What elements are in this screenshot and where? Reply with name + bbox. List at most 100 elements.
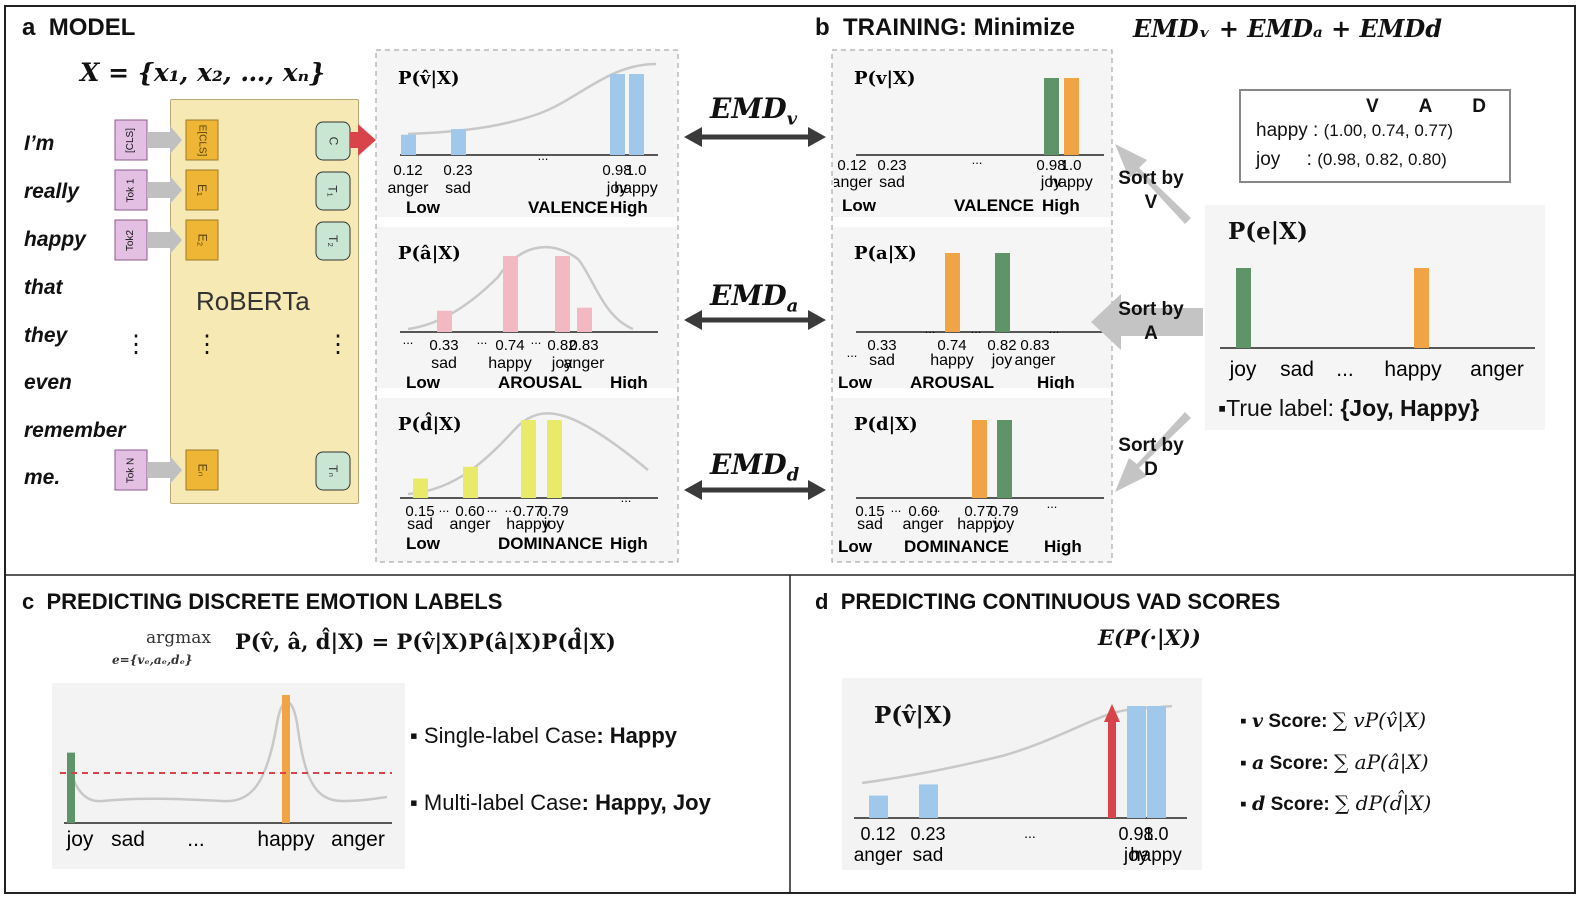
panel-b-title-rest: Minimize bbox=[973, 14, 1076, 41]
sort-arrows bbox=[1091, 144, 1203, 492]
distribution-curve bbox=[407, 412, 649, 496]
word-token: really bbox=[24, 180, 79, 203]
vad-row-values: (1.00, 0.74, 0.77) bbox=[1323, 121, 1454, 140]
bar bbox=[577, 307, 592, 332]
bar bbox=[1064, 78, 1079, 155]
argmax-sub: e={vₑ,aₑ,dₑ} bbox=[112, 653, 193, 667]
argmax-curve bbox=[68, 701, 388, 803]
output-box bbox=[315, 171, 351, 211]
output-label: Tₙ bbox=[326, 464, 340, 478]
embedding-box bbox=[185, 449, 219, 491]
token-label-wrap: [CLS] bbox=[115, 120, 147, 160]
bar bbox=[451, 129, 466, 155]
bar bbox=[919, 784, 938, 818]
embedding-box bbox=[185, 169, 219, 211]
value-label: 0.98 bbox=[1036, 157, 1065, 174]
word-token: even bbox=[24, 371, 72, 394]
embedding-label: E₂ bbox=[194, 233, 209, 247]
value-label: 1.0 bbox=[1143, 824, 1168, 844]
score-formula: ∑ aP(â|X) bbox=[1334, 750, 1429, 774]
score-item-v: ▪ v Score: ∑ vP(v̂|X) bbox=[1240, 708, 1427, 732]
ellipsis-label: ... bbox=[531, 332, 542, 347]
vad-row-label: happy : bbox=[1256, 120, 1319, 141]
panel-d-title: PREDICTING CONTINUOUS VAD SCORES bbox=[840, 589, 1281, 614]
embedding-label-wrap: E₁ bbox=[186, 170, 218, 210]
ellipsis-label: ... bbox=[972, 152, 983, 167]
bar bbox=[547, 420, 562, 498]
axis-name-label: DOMINANCE bbox=[904, 537, 1009, 556]
vad-row-values: (0.98, 0.82, 0.80) bbox=[1317, 150, 1447, 169]
panel-b-heading: b TRAINING: Minimize bbox=[815, 14, 1075, 42]
roberta-internals bbox=[114, 119, 376, 491]
emd-sub: v bbox=[786, 108, 798, 130]
expectation-label: E(P(·|X)) bbox=[1098, 625, 1201, 650]
ellipsis-label: ... bbox=[403, 332, 414, 347]
category-label: joy bbox=[606, 180, 627, 197]
ellipsis-label: ... bbox=[1047, 496, 1058, 511]
token-row-1 bbox=[114, 169, 351, 211]
score-item-d: ▪ d Score: ∑ dP(d̂|X) bbox=[1240, 791, 1432, 815]
word-token: they bbox=[24, 324, 68, 347]
category-label: anger bbox=[834, 174, 873, 191]
distribution-curve bbox=[861, 704, 1173, 785]
category-label: joy bbox=[1040, 174, 1061, 191]
value-label: 0.60 bbox=[908, 503, 937, 520]
value-label: 0.74 bbox=[495, 337, 524, 354]
category-label: anger bbox=[331, 828, 385, 851]
score-formula: ∑ vP(v̂|X) bbox=[1332, 708, 1427, 732]
axis-name-label: AROUSAL bbox=[498, 373, 582, 389]
bar bbox=[1044, 78, 1059, 155]
bar bbox=[463, 466, 478, 498]
token-row-cls bbox=[114, 119, 376, 161]
emd-text: EMD bbox=[710, 448, 787, 481]
panel-b-title: TRAINING: bbox=[843, 14, 967, 41]
output-label: T₁ bbox=[325, 185, 340, 197]
embedding-label: E[CLS] bbox=[196, 124, 208, 156]
value-label: 0.83 bbox=[1020, 337, 1049, 354]
bar bbox=[995, 253, 1010, 332]
emd-sub: d bbox=[786, 464, 800, 486]
sort-arrow-d bbox=[1115, 412, 1191, 492]
vertical-dots: ⋮ bbox=[326, 331, 350, 358]
chart-title: P(v̂|X) bbox=[398, 68, 460, 89]
true-label-value: {Joy, Happy} bbox=[1340, 395, 1480, 421]
chart-argmax: joy sad... happy anger bbox=[60, 695, 392, 851]
token-arrow bbox=[147, 456, 182, 484]
vad-row-label: joy : bbox=[1256, 149, 1312, 170]
category-label: joy bbox=[993, 516, 1014, 533]
category-label: happy bbox=[957, 516, 1001, 533]
axis-name-label: AROUSAL bbox=[910, 373, 994, 389]
bar bbox=[521, 420, 536, 498]
bar bbox=[1147, 706, 1166, 818]
category-label: sad bbox=[879, 174, 905, 191]
score-sym: d bbox=[1252, 793, 1266, 815]
category-label: ... bbox=[187, 828, 205, 851]
value-label: 0.12 bbox=[393, 162, 422, 179]
token-arrow bbox=[147, 176, 182, 204]
panel-a-letter: a bbox=[22, 14, 36, 41]
chart-title: P(a|X) bbox=[854, 243, 917, 264]
token-arrow bbox=[147, 126, 182, 154]
category-label: joy bbox=[991, 352, 1012, 369]
bar bbox=[1236, 268, 1251, 348]
category-label: sad bbox=[407, 516, 433, 533]
value-label: 0.23 bbox=[910, 824, 945, 844]
score-formula: ∑ dP(d̂|X) bbox=[1335, 791, 1432, 815]
ellipsis-label: ... bbox=[1049, 321, 1060, 336]
category-label: sad bbox=[431, 355, 457, 372]
bar bbox=[555, 256, 570, 332]
axis-high-label: High bbox=[1044, 537, 1082, 556]
category-label: anger bbox=[564, 355, 606, 372]
emd-text: EMD bbox=[710, 279, 787, 312]
output-label-wrap: T₁ bbox=[316, 172, 350, 210]
bar bbox=[1127, 706, 1146, 818]
single-label-prefix: ▪ Single-label Case bbox=[410, 723, 597, 748]
value-label: 0.82 bbox=[987, 337, 1016, 354]
word-token: I’m bbox=[24, 132, 55, 155]
emd-v-label: EMDv bbox=[710, 92, 797, 130]
